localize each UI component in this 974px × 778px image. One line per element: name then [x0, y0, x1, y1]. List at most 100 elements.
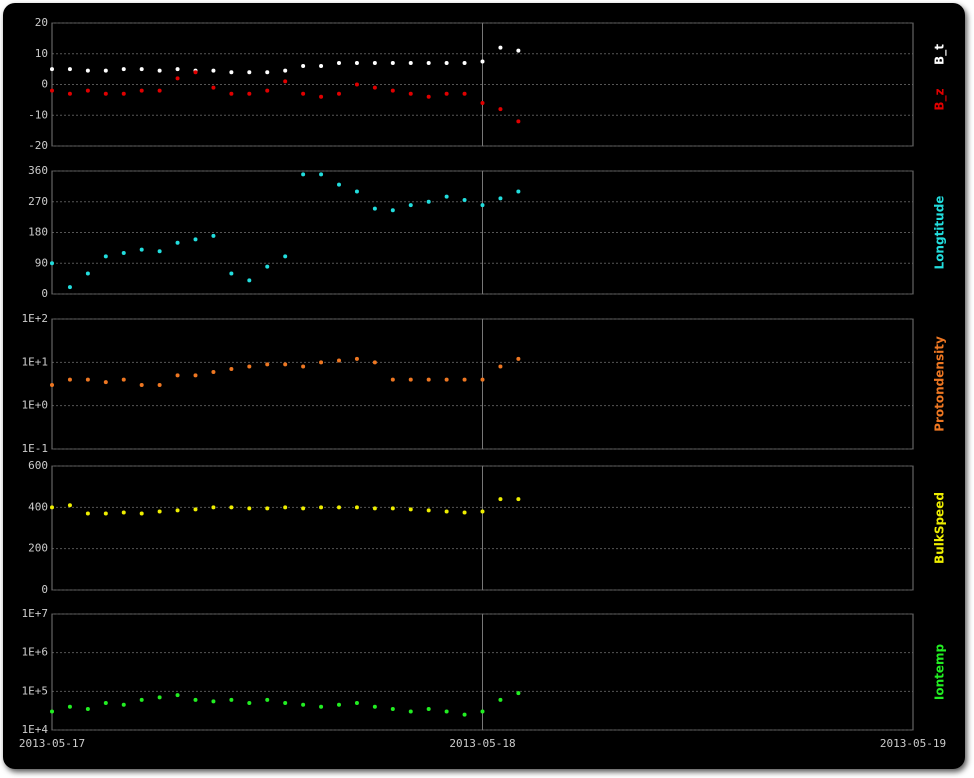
y-tick-label: 20 [35, 16, 48, 29]
legend-label: B_z [933, 88, 948, 110]
data-point [265, 362, 270, 367]
data-point [408, 709, 413, 714]
data-point [67, 704, 72, 709]
data-point [426, 199, 431, 204]
data-point [283, 700, 288, 705]
data-point [211, 505, 216, 510]
data-point [247, 700, 252, 705]
data-point [337, 505, 341, 510]
data-point [175, 67, 180, 72]
data-point [50, 261, 54, 266]
data-point [444, 509, 449, 514]
data-point [211, 369, 216, 374]
y-tick-label: 0 [41, 583, 48, 596]
y-tick-label: -20 [28, 139, 48, 152]
data-point [139, 88, 144, 93]
data-point [193, 697, 198, 702]
data-point [157, 68, 162, 73]
data-point [265, 264, 270, 269]
data-point [301, 64, 306, 69]
data-point [283, 79, 288, 84]
data-point [462, 510, 467, 515]
data-point [354, 505, 359, 510]
data-point [229, 505, 234, 510]
data-point [283, 505, 288, 510]
data-point [229, 91, 234, 96]
data-point [408, 60, 413, 65]
data-point [121, 702, 126, 707]
data-point [229, 697, 234, 702]
legend-label: BulkSpeed [933, 492, 947, 564]
data-point [139, 511, 144, 516]
data-point [103, 254, 108, 259]
data-point [337, 182, 341, 187]
data-point [50, 505, 54, 510]
legend-label: Protondensity [933, 336, 947, 432]
data-point [121, 67, 126, 72]
data-point [372, 206, 377, 211]
data-point [498, 45, 503, 50]
data-point [193, 507, 198, 512]
data-point [516, 119, 521, 124]
y-tick-label: 270 [28, 195, 48, 208]
data-point [103, 68, 108, 73]
data-point [139, 67, 144, 72]
data-point [211, 233, 216, 238]
data-point [283, 68, 288, 73]
data-point [337, 91, 341, 96]
data-point [337, 358, 341, 363]
data-point [480, 709, 485, 714]
y-tick-label: 1E+4 [22, 723, 49, 736]
data-point [462, 91, 467, 96]
frame [3, 3, 965, 769]
data-point [193, 237, 198, 242]
data-point [516, 497, 521, 502]
data-point [354, 189, 359, 194]
data-point [67, 91, 72, 96]
data-point [121, 377, 126, 382]
data-point [390, 208, 395, 213]
data-point [121, 510, 126, 515]
data-point [319, 94, 324, 99]
data-point [516, 356, 521, 361]
data-point [354, 60, 359, 65]
y-tick-label: 600 [28, 459, 48, 472]
data-point [408, 507, 413, 512]
data-point [462, 198, 467, 203]
data-point [211, 68, 216, 73]
data-point [157, 88, 162, 93]
data-point [283, 254, 288, 259]
data-point [247, 506, 252, 511]
data-point [247, 364, 252, 369]
data-point [283, 362, 288, 367]
legend-label: Longtitude [933, 196, 947, 270]
data-point [85, 68, 90, 73]
data-point [121, 251, 126, 255]
data-point [50, 67, 54, 72]
data-point [247, 91, 252, 96]
data-point [193, 70, 198, 75]
data-point [247, 70, 252, 75]
data-point [516, 48, 521, 53]
data-point [319, 172, 324, 177]
data-point [139, 697, 144, 702]
y-tick-label: 1E+2 [22, 312, 49, 325]
data-point [426, 94, 431, 99]
data-point [211, 699, 216, 704]
data-point [103, 511, 108, 516]
data-point [139, 382, 144, 387]
data-point [319, 360, 324, 365]
data-point [390, 88, 395, 93]
data-point [498, 497, 503, 502]
data-point [301, 702, 306, 707]
data-point [462, 377, 467, 382]
data-point [139, 247, 144, 252]
data-point [50, 382, 54, 387]
x-tick-label: 2013-05-17 [19, 737, 85, 750]
data-point [229, 271, 234, 276]
data-point [193, 373, 198, 378]
data-point [480, 509, 485, 514]
data-point [157, 249, 162, 254]
y-tick-label: 0 [41, 287, 48, 300]
y-tick-label: 1E+0 [22, 399, 49, 412]
